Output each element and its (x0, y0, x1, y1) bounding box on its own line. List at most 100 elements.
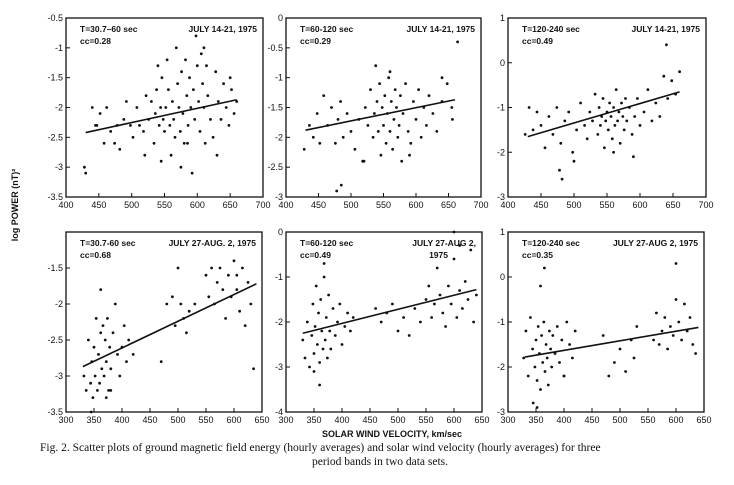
data-point (543, 146, 547, 150)
scatter-panel-1: 400 450 500 550 600 650 700 -0.5 -1 -1.5 -2 -2.5 -3 -… (47, 13, 270, 210)
x-tick-label: 500 (390, 415, 405, 425)
data-point (455, 316, 459, 319)
data-point (618, 347, 622, 351)
y-tick-label: -1 (55, 43, 63, 53)
data-point (657, 343, 661, 346)
y-tick-label: 0 (500, 58, 505, 68)
x-tick-label: 700 (473, 200, 488, 210)
data-point (382, 124, 385, 127)
data-point (227, 273, 230, 277)
x-tick-label: 600 (446, 415, 461, 425)
data-point (625, 119, 629, 123)
x-tick-label: 450 (142, 415, 157, 425)
data-point (349, 130, 353, 133)
y-tick-label: -3 (497, 192, 505, 202)
data-point (409, 141, 413, 145)
data-point (322, 275, 326, 279)
x-tick-label: 550 (599, 200, 614, 210)
data-point (440, 76, 444, 80)
data-point (111, 331, 115, 335)
data-point (444, 325, 447, 328)
data-point (155, 88, 159, 91)
data-point (142, 130, 145, 133)
data-point (591, 119, 594, 123)
data-point (346, 311, 349, 315)
data-point (632, 356, 636, 360)
data-point (199, 52, 203, 56)
data-point (308, 124, 311, 127)
data-point (150, 100, 153, 103)
data-point (601, 97, 605, 100)
data-point (171, 100, 174, 103)
data-point (407, 334, 411, 337)
data-point (529, 316, 532, 319)
data-point (118, 374, 122, 378)
data-point (376, 130, 380, 133)
data-point (463, 280, 467, 283)
x-tick-label: 450 (91, 200, 106, 210)
data-point (388, 70, 392, 74)
data-point (204, 273, 208, 277)
data-point (89, 381, 92, 385)
data-point (318, 383, 321, 387)
data-point (662, 74, 666, 78)
cc-annotation: cc=0.35 (522, 250, 553, 260)
data-point (571, 150, 575, 154)
data-point (624, 370, 627, 373)
data-point (399, 94, 402, 97)
data-point (545, 356, 549, 360)
data-point (413, 307, 417, 310)
data-point (666, 97, 670, 100)
data-point (107, 389, 110, 392)
data-point (351, 316, 355, 319)
data-point (173, 135, 177, 139)
data-point (186, 124, 190, 127)
data-point (164, 106, 168, 109)
y-tick-label: -2.5 (267, 162, 283, 172)
y-tick-label: -2 (275, 317, 283, 327)
data-point (620, 101, 623, 105)
period-annotation: T=30.7-60 sec (80, 238, 136, 248)
x-tick-label: 550 (157, 200, 172, 210)
data-point (104, 360, 108, 363)
x-tick-label: 350 (528, 415, 543, 425)
data-point (349, 329, 352, 333)
data-point (144, 94, 148, 97)
data-point (211, 135, 215, 139)
x-tick-label: 400 (500, 200, 515, 210)
data-point (646, 88, 650, 91)
data-point (322, 94, 326, 97)
data-point (311, 302, 315, 306)
data-point (601, 334, 605, 337)
y-tick-label: -1.5 (47, 73, 63, 83)
data-point (197, 100, 201, 103)
data-point (400, 159, 404, 163)
data-point (238, 309, 242, 313)
x-tick-label: 500 (170, 415, 185, 425)
data-point (143, 153, 147, 157)
data-point (425, 124, 428, 127)
data-point (632, 155, 635, 159)
data-point (430, 316, 433, 319)
y-tick-label: -2 (497, 147, 505, 157)
data-point (185, 331, 188, 335)
data-point (335, 189, 339, 193)
data-point (555, 325, 559, 328)
data-point (227, 124, 231, 127)
x-tick-label: 450 (533, 200, 548, 210)
data-point (565, 320, 569, 324)
data-point (414, 118, 418, 121)
date-annotation: JULY 14-21, 1975 (406, 24, 475, 34)
data-point (321, 347, 325, 351)
data-point (384, 141, 388, 145)
data-point (113, 302, 117, 306)
data-point (575, 128, 578, 132)
data-point (380, 106, 384, 109)
data-point (323, 338, 327, 342)
scatter-panel-5: 300 350 400 450 500 550 600 650 0 -1 -2 -3 -4 T=60-12… (275, 227, 490, 425)
data-point (173, 324, 177, 327)
x-tick-label: 450 (362, 415, 377, 425)
data-point (523, 133, 527, 136)
data-point (103, 338, 107, 342)
data-point (206, 94, 210, 97)
